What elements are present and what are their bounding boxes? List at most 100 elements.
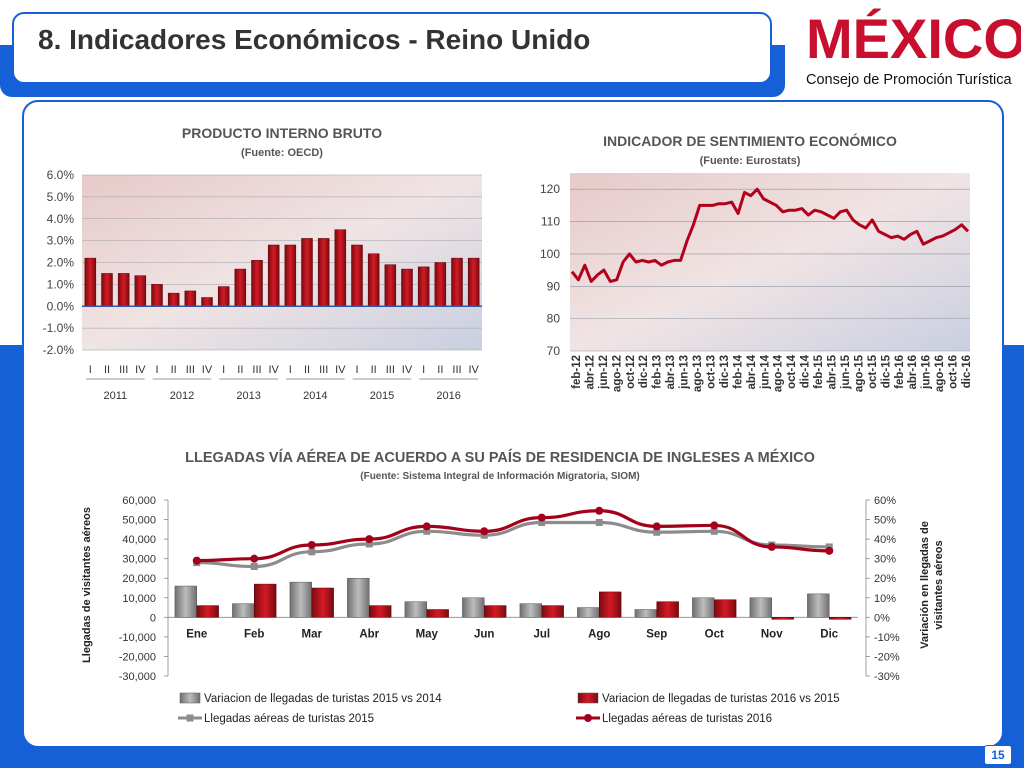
gdp-bar <box>384 264 397 307</box>
gdp-ytick-label: 6.0% <box>47 168 75 182</box>
sentiment-line <box>570 187 970 283</box>
gdp-bar <box>234 268 247 307</box>
gdp-ytick-label: 4.0% <box>47 212 75 226</box>
title-box: 8. Indicadores Económicos - Reino Unido <box>12 12 772 84</box>
gdp-chart: PRODUCTO INTERNO BRUTO (Fuente: OECD) -2… <box>43 125 482 402</box>
sentiment-xtick-label: oct-13 <box>705 355 717 389</box>
arrivals-right-tick-label: 40% <box>874 534 896 546</box>
arrivals-bar <box>692 597 715 618</box>
gdp-quarter-label: III <box>119 364 128 376</box>
gdp-ytick-label: 2.0% <box>47 256 75 270</box>
arrivals-bar <box>714 599 737 618</box>
arrivals-line-marker <box>653 528 661 536</box>
gdp-ytick-label: 0.0% <box>47 299 75 313</box>
sentiment-xtick-label: abr-14 <box>746 354 758 389</box>
sentiment-xtick-label: oct-16 <box>948 355 960 389</box>
sentiment-plot-background <box>570 173 970 351</box>
arrivals-line-marker <box>192 556 201 565</box>
arrivals-left-tick-label: 40,000 <box>122 534 156 546</box>
gdp-quarter-label: II <box>171 364 177 376</box>
arrivals-bar <box>484 605 507 618</box>
logo-wordmark: MÉXICO <box>806 7 1021 66</box>
arrivals-subtitle: (Fuente: Sistema Integral de Información… <box>360 471 639 482</box>
arrivals-line-marker <box>538 518 546 526</box>
legend-marker <box>186 714 194 722</box>
arrivals-line-marker <box>710 521 719 530</box>
page-title: 8. Indicadores Económicos - Reino Unido <box>38 24 591 55</box>
gdp-bar <box>151 284 163 307</box>
arrivals-category-label: Feb <box>244 628 264 640</box>
arrivals-line-marker <box>422 522 431 531</box>
gdp-bar <box>251 260 263 307</box>
gdp-bar <box>284 244 297 307</box>
arrivals-line-marker <box>308 548 316 556</box>
arrivals-bar <box>404 601 427 618</box>
arrivals-bar <box>599 591 622 618</box>
gdp-quarter-label: IV <box>268 364 279 376</box>
gdp-quarter-label: III <box>319 364 328 376</box>
gdp-year-label: 2012 <box>170 390 194 402</box>
gdp-quarter-label: IV <box>135 364 146 376</box>
arrivals-right-tick-label: 10% <box>874 593 896 605</box>
arrivals-bar <box>347 577 370 618</box>
arrivals-right-tick-label: 30% <box>874 554 896 566</box>
sentiment-xtick-label: feb-12 <box>571 355 583 389</box>
arrivals-line-marker <box>595 506 604 515</box>
arrivals-category-label: May <box>416 628 439 640</box>
arrivals-bar <box>749 597 773 618</box>
gdp-bar <box>367 253 380 307</box>
arrivals-left-tick-label: 20,000 <box>122 573 156 585</box>
gdp-year-label: 2015 <box>370 390 394 402</box>
gdp-quarter-label: IV <box>202 364 213 376</box>
arrivals-line-marker <box>710 527 718 535</box>
legend-swatch <box>577 692 599 704</box>
gdp-quarter-label: III <box>386 364 395 376</box>
sentiment-xtick-label: ago-15 <box>853 354 865 392</box>
gdp-quarter-label: III <box>186 364 195 376</box>
sentiment-xtick-label: feb-16 <box>894 355 906 389</box>
gdp-subtitle: (Fuente: OECD) <box>241 147 323 159</box>
sentiment-xtick-label: oct-15 <box>867 354 879 388</box>
sentiment-ytick-label: 110 <box>541 215 560 229</box>
arrivals-line-marker <box>537 513 546 522</box>
arrivals-left-tick-label: 0 <box>150 612 156 624</box>
gdp-bar <box>117 273 130 307</box>
gdp-ytick-label: 3.0% <box>47 234 75 248</box>
sentiment-xtick-label: oct-14 <box>786 354 798 388</box>
arrivals-chart: LLEGADAS VÍA AÉREA DE ACUERDO A SU PAÍS … <box>81 449 945 725</box>
sentiment-xtick-label: ago-16 <box>934 355 946 392</box>
sentiment-subtitle: (Fuente: Eurostats) <box>700 155 801 167</box>
sentiment-xtick-label: ago-12 <box>611 355 623 392</box>
sentiment-xtick-label: feb-13 <box>652 355 664 389</box>
gdp-quarter-label: II <box>237 364 243 376</box>
arrivals-line <box>196 520 830 569</box>
arrivals-category-label: Ene <box>186 628 207 640</box>
gdp-bar <box>334 229 347 307</box>
arrivals-category-label: Nov <box>761 628 783 640</box>
gdp-quarter-label: II <box>371 364 377 376</box>
arrivals-category-label: Sep <box>646 628 667 640</box>
sentiment-xtick-label: dic-15 <box>880 354 892 388</box>
legend-label: Variacion de llegadas de turistas 2016 v… <box>602 693 840 705</box>
arrivals-bar <box>196 605 219 618</box>
arrivals-line-marker <box>250 554 259 563</box>
sentiment-xtick-label: oct-12 <box>625 355 637 389</box>
gdp-bar <box>301 238 313 307</box>
gdp-bar <box>434 262 447 307</box>
gdp-quarter-label: I <box>155 364 158 376</box>
gdp-year-label: 2016 <box>436 390 460 402</box>
sentiment-ytick-label: 120 <box>540 182 560 196</box>
sentiment-title: INDICADOR DE SENTIMIENTO ECONÓMICO <box>603 132 897 149</box>
gdp-bar <box>351 244 363 307</box>
sentiment-xtick-label: jun-14 <box>759 354 771 389</box>
arrivals-right-axis-label-1: Variación en llegadas de <box>919 521 931 649</box>
arrivals-category-label: Mar <box>302 628 323 640</box>
arrivals-line-marker <box>652 522 661 531</box>
arrivals-bar <box>771 617 794 620</box>
arrivals-bar <box>541 605 564 618</box>
gdp-quarter-label: II <box>437 364 443 376</box>
gdp-ytick-label: 1.0% <box>47 277 75 291</box>
sentiment-xtick-label: feb-14 <box>732 354 744 388</box>
gdp-quarter-label: IV <box>335 364 346 376</box>
arrivals-left-tick-label: 50,000 <box>122 515 156 527</box>
